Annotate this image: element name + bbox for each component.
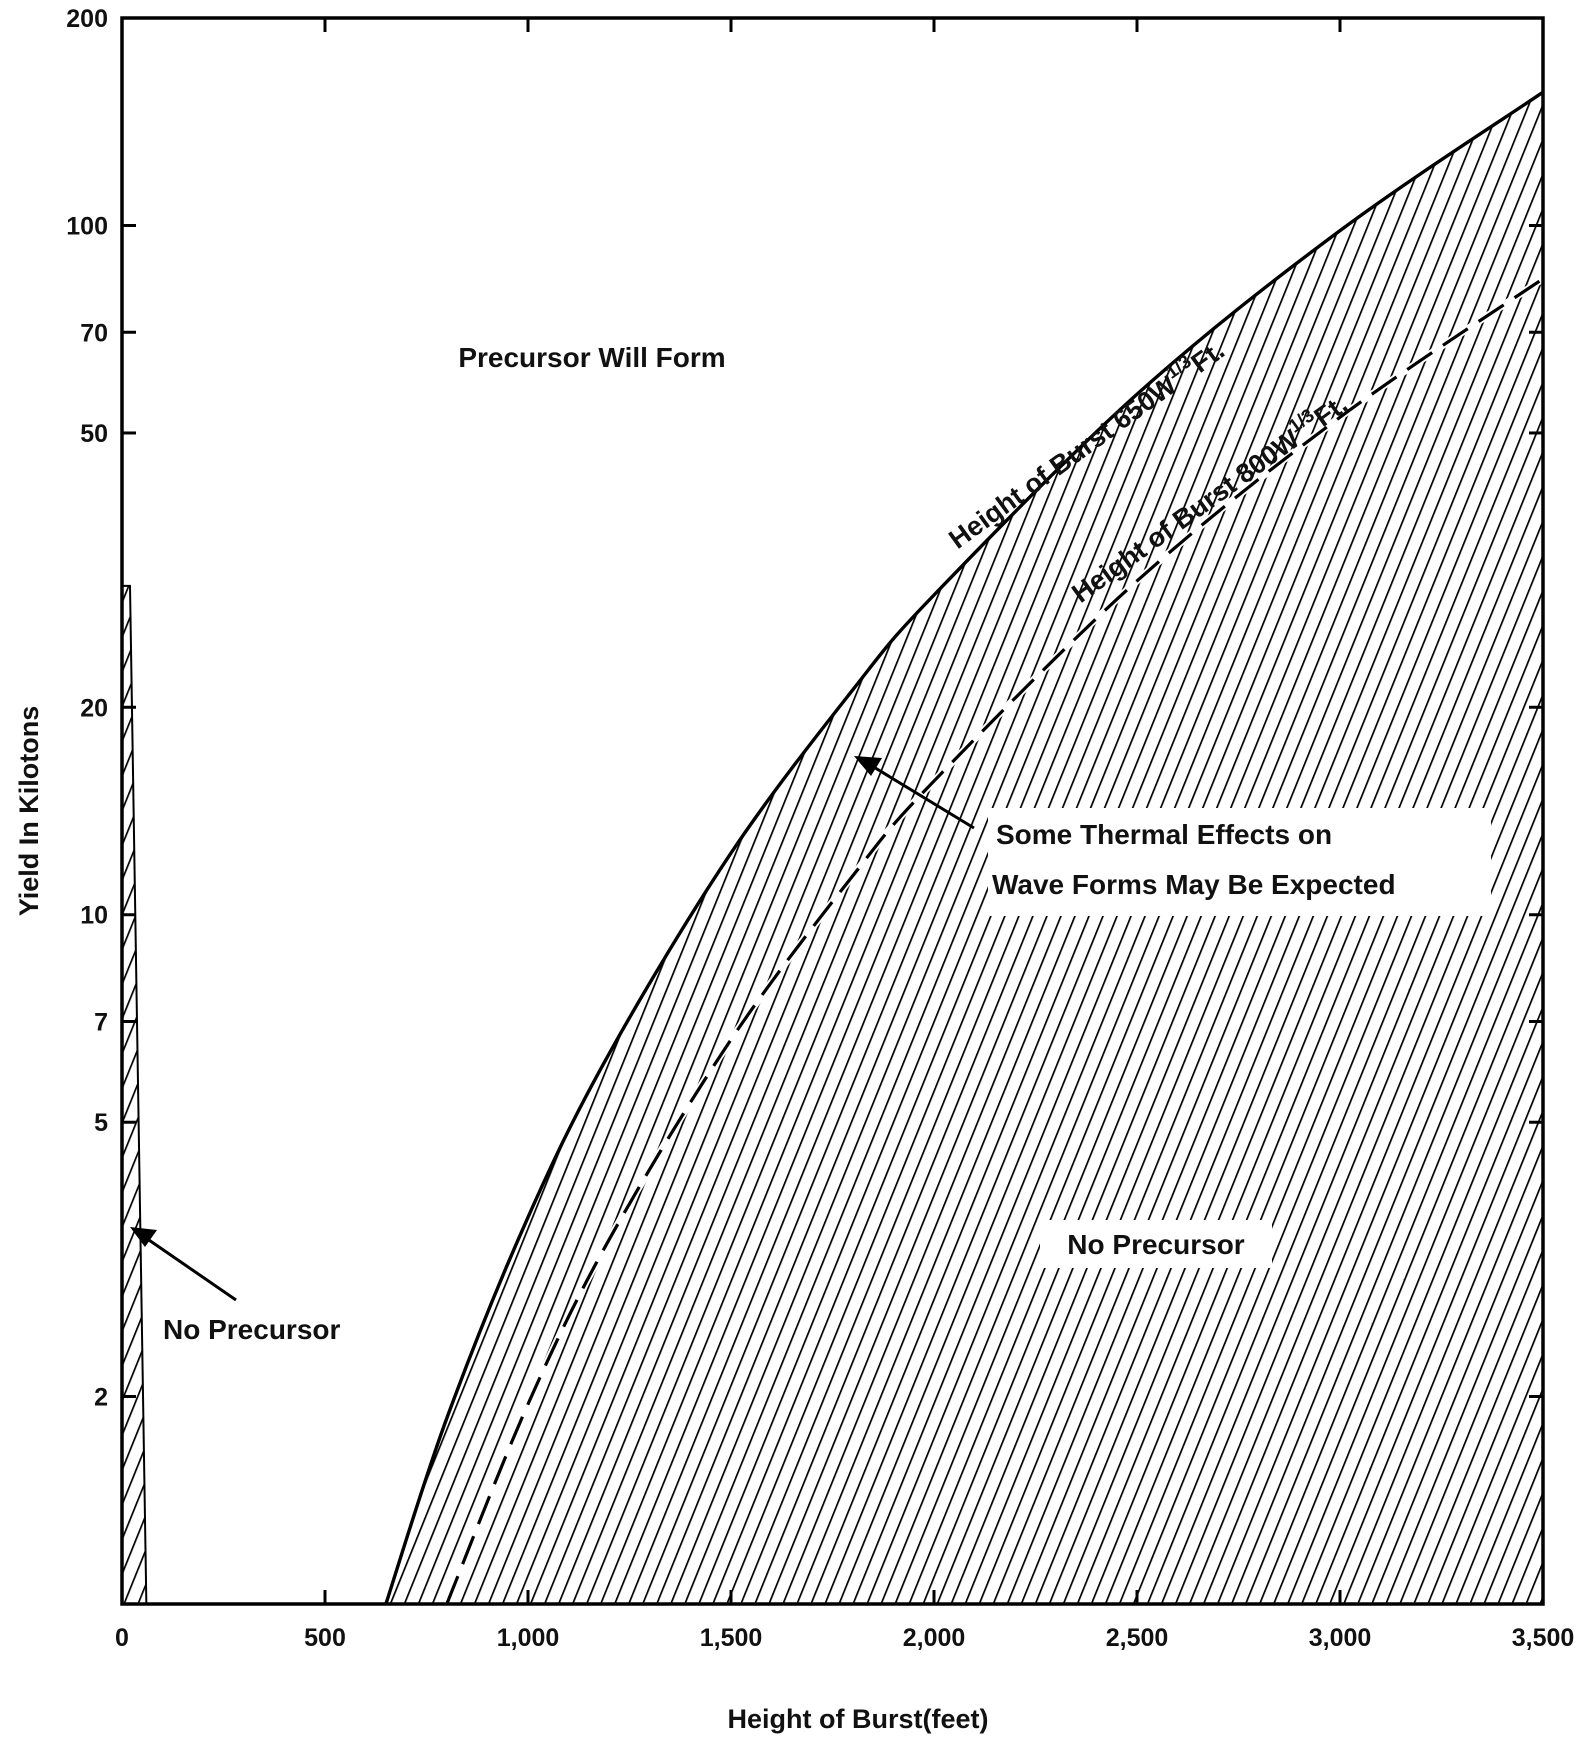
y-tick-label-5: 50 [80, 420, 108, 448]
arrow-no-precursor-left [130, 1227, 237, 1302]
y-tick-label-7: 100 [66, 212, 108, 240]
y-axis-title: Yield In Kilotons [14, 706, 44, 917]
thermal-effects-bg [988, 808, 1491, 916]
tick-label-layer: 0 500 1,000 1,500 2,000 2,500 3,000 3,500 2 5 7 10 2… [66, 5, 1574, 1652]
x-tick-label-2: 1,000 [497, 1624, 560, 1652]
curve-layer [384, 90, 1543, 1604]
x-axis-title: Height of Burst(feet) [728, 1704, 989, 1734]
y-tick-label-6: 70 [80, 319, 108, 347]
plot-frame [120, 16, 1545, 1606]
series-line-0 [384, 90, 1543, 1604]
x-tick-label-4: 2,000 [903, 1624, 966, 1652]
y-tick-label-1: 5 [94, 1109, 108, 1137]
x-tick-label-1: 500 [304, 1624, 346, 1652]
y-tick-label-4: 20 [80, 694, 108, 722]
arrow-thermal [854, 756, 975, 830]
thermal-effects-line-2: Wave Forms May Be Expected [992, 869, 1396, 900]
y-tick-label-2: 7 [94, 1009, 108, 1037]
precursor-will-form-label: Precursor Will Form [458, 342, 725, 373]
x-tick-label-0: 0 [115, 1624, 129, 1652]
no-precursor-left-label: No Precursor [163, 1314, 340, 1345]
no-precursor-right-bg [1040, 1220, 1272, 1268]
y-tick-label-8: 200 [66, 5, 108, 33]
no-precursor-right-label: No Precursor [1067, 1229, 1244, 1260]
axis-layer [120, 16, 1545, 1606]
x-tick-label-6: 3,000 [1309, 1624, 1372, 1652]
series-line-1 [445, 277, 1543, 1604]
x-tick-label-3: 1,500 [700, 1624, 763, 1652]
y-tick-label-0: 2 [94, 1384, 108, 1412]
x-tick-label-7: 3,500 [1512, 1624, 1575, 1652]
x-tick-label-5: 2,500 [1106, 1624, 1169, 1652]
no-precursor-region-left [122, 584, 148, 1604]
y-tick-label-3: 10 [80, 902, 108, 930]
thermal-effects-line-1: Some Thermal Effects on [996, 819, 1332, 850]
